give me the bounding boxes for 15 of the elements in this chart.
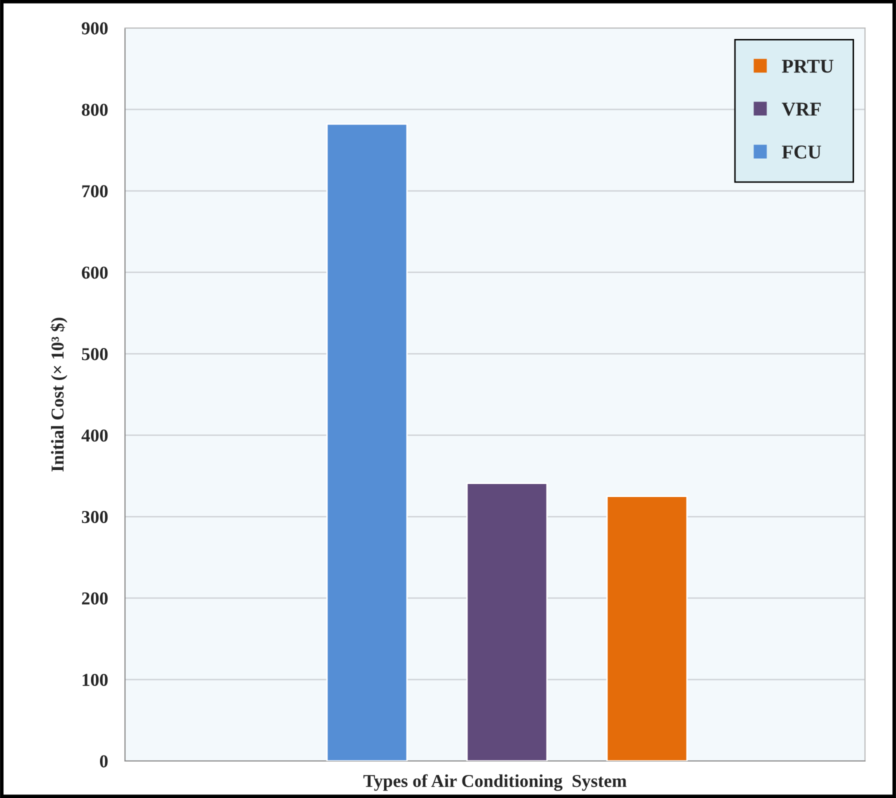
y-tick-label: 900 (82, 22, 108, 34)
y-tick-label: 0 (100, 755, 108, 768)
y-tick-label: 600 (82, 266, 108, 279)
legend-label: PRTU (782, 60, 834, 73)
x-axis-title: Types of Air Conditioning System (363, 774, 627, 791)
y-axis-title: Initial Cost (× 10³ $) (50, 318, 68, 472)
y-tick-label: 800 (82, 104, 108, 116)
y-tick-label: 300 (82, 510, 108, 524)
legend-label: VRF (782, 102, 821, 116)
y-tick-label: 200 (82, 592, 108, 605)
legend-label: FCU (782, 146, 822, 159)
y-tick-label: 700 (82, 185, 108, 198)
y-tick-label: 400 (82, 429, 108, 442)
y-tick-label: 500 (82, 348, 108, 360)
y-tick-label: 100 (82, 674, 108, 686)
